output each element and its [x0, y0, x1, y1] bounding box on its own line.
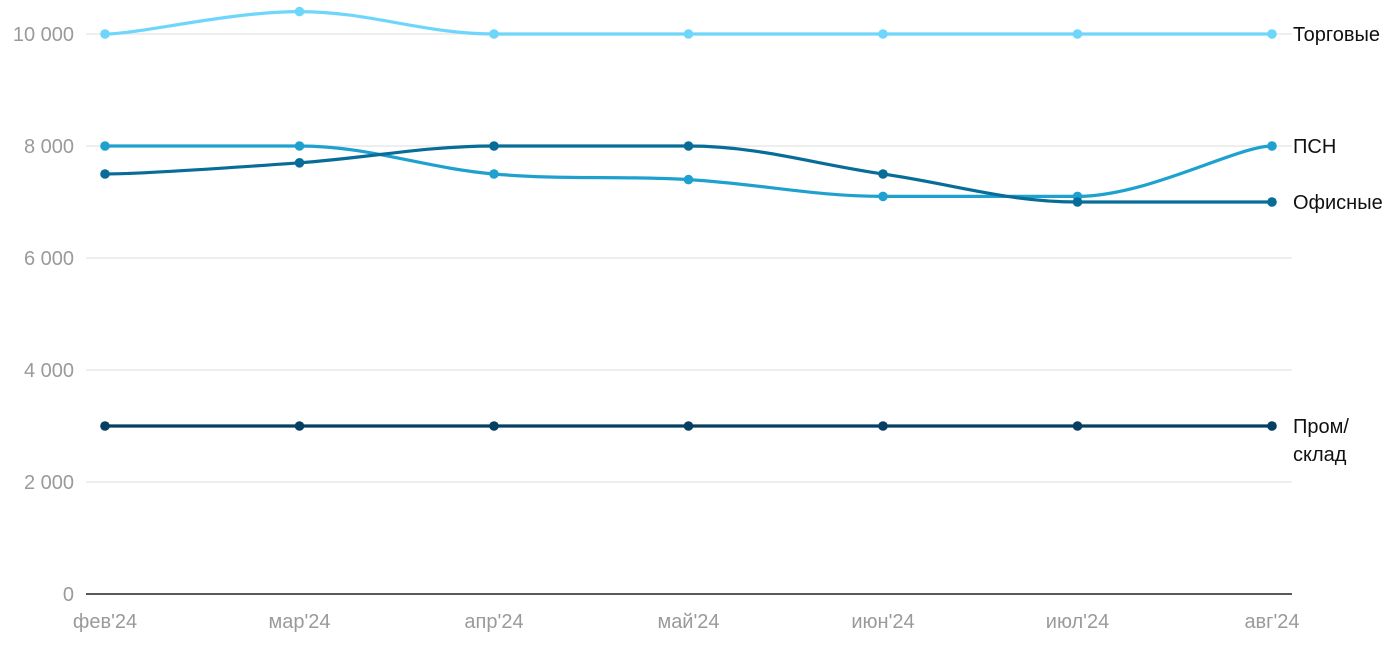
x-tick-labels: фев'24 мар'24 апр'24 май'24 июн'24 июл'24 авг'…	[73, 611, 1300, 633]
data-point	[100, 29, 110, 39]
data-point	[489, 29, 499, 39]
data-point	[1267, 141, 1277, 151]
series-label: ПСН	[1293, 136, 1336, 158]
series-line	[103, 144, 1274, 204]
y-tick-label: 4 000	[24, 360, 74, 382]
data-point	[878, 29, 888, 39]
series-line	[103, 144, 1274, 199]
data-point	[489, 141, 499, 151]
x-tick-label: июл'24	[1046, 611, 1109, 633]
data-point	[489, 421, 499, 431]
grid-layer	[86, 33, 1292, 595]
data-point	[683, 174, 694, 185]
data-point	[1267, 29, 1277, 39]
y-tick-label: 8 000	[24, 136, 74, 158]
data-point	[294, 6, 305, 17]
series-labels: Торговые ПСН Офисные Пром/склад	[1293, 24, 1383, 466]
y-tick-label: 6 000	[24, 248, 74, 270]
x-tick-label: авг'24	[1244, 611, 1299, 633]
series-1	[100, 6, 1277, 39]
data-point	[100, 141, 110, 151]
series-2	[100, 141, 1277, 202]
series-layer	[100, 6, 1277, 431]
x-tick-label: мар'24	[268, 611, 330, 633]
data-point	[683, 141, 694, 151]
data-point	[294, 421, 305, 431]
data-point	[1267, 421, 1277, 431]
data-point	[294, 141, 305, 151]
series-4	[100, 421, 1277, 431]
y-tick-label: 0	[63, 584, 74, 606]
series-label: Пром/склад	[1293, 416, 1349, 466]
data-point	[1072, 197, 1083, 207]
x-tick-label: фев'24	[73, 611, 137, 633]
y-tick-labels: 0 2 000 4 000 6 000 8 000 10 000	[13, 24, 74, 606]
data-point	[878, 191, 888, 202]
data-point	[683, 421, 694, 431]
data-point	[294, 158, 305, 168]
data-point	[1267, 197, 1277, 207]
data-point	[1072, 421, 1083, 431]
data-point	[878, 169, 888, 179]
data-point	[878, 421, 888, 431]
x-tick-label: май'24	[657, 611, 719, 633]
series-label: Торговые	[1293, 24, 1380, 46]
y-tick-label: 2 000	[24, 472, 74, 494]
series-label: Офисные	[1293, 192, 1383, 214]
data-point	[1072, 29, 1083, 39]
data-point	[683, 29, 694, 39]
x-tick-label: июн'24	[851, 611, 914, 633]
x-tick-label: апр'24	[464, 611, 523, 633]
y-tick-label: 10 000	[13, 24, 74, 46]
series-3	[100, 141, 1277, 207]
data-point	[100, 169, 110, 179]
data-point	[489, 169, 499, 179]
data-point	[100, 421, 110, 431]
